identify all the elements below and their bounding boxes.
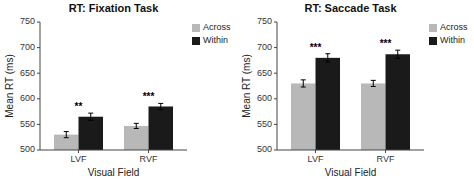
legend-label: Across <box>440 22 468 32</box>
bar <box>386 54 411 150</box>
annotation: *** <box>380 38 392 49</box>
error-bar <box>395 50 400 58</box>
y-tick-label: 750 <box>20 16 35 26</box>
y-tick-label: 750 <box>257 16 272 26</box>
panel: 500 550 600 650 700 750 LVF RVFVisual Field Mean… <box>241 2 468 181</box>
y-tick-label: 650 <box>257 68 272 78</box>
annotation: ** <box>75 101 83 112</box>
y-axis <box>40 22 41 150</box>
y-axis-label: Mean RT (ms) <box>4 54 15 118</box>
chart-root: 500550600650700750LVFRVFVisual FieldMean… <box>0 0 474 181</box>
y-tick <box>274 22 277 23</box>
y-tick-label: 700 <box>20 42 35 52</box>
y-tick <box>274 98 277 99</box>
x-tick-label: LVF <box>308 154 324 164</box>
legend-label: Within <box>440 35 465 45</box>
y-tick-label: 600 <box>20 93 35 103</box>
legend: Across Within <box>429 22 468 45</box>
x-tick <box>385 150 386 153</box>
x-axis <box>277 150 424 151</box>
error-bar <box>158 103 163 109</box>
y-tick <box>37 124 40 125</box>
x-tick <box>78 150 79 153</box>
legend-swatch <box>429 24 437 32</box>
y-tick <box>37 73 40 74</box>
legend-swatch <box>429 37 437 45</box>
bar <box>291 83 316 150</box>
y-tick-label: 500 <box>257 144 272 154</box>
bar <box>361 83 386 150</box>
y-tick <box>274 47 277 48</box>
annotation: *** <box>310 42 322 53</box>
y-tick <box>37 22 40 23</box>
y-tick <box>37 47 40 48</box>
plot-marks <box>291 50 410 150</box>
x-tick-label: LVF <box>71 154 87 164</box>
y-tick <box>274 124 277 125</box>
y-tick-label: 550 <box>257 119 272 129</box>
legend-label: Across <box>203 22 231 32</box>
legend-swatch <box>192 37 200 45</box>
bar <box>316 58 341 150</box>
y-tick-label: 600 <box>257 93 272 103</box>
y-tick-label: 500 <box>20 144 35 154</box>
y-tick-label: 550 <box>20 119 35 129</box>
y-axis-label: Mean RT (ms) <box>241 54 252 118</box>
error-bar <box>134 123 139 128</box>
y-tick-label: 650 <box>20 68 35 78</box>
y-axis <box>277 22 278 150</box>
error-bar <box>301 80 306 87</box>
error-bar <box>325 54 330 62</box>
error-bar <box>88 113 93 120</box>
error-bar <box>64 132 69 138</box>
y-tick-label: 700 <box>257 42 272 52</box>
bar <box>79 117 104 150</box>
legend-label: Within <box>203 35 228 45</box>
title: RT: Fixation Task <box>69 2 160 14</box>
bar <box>124 126 149 150</box>
annotation: *** <box>143 91 155 102</box>
x-tick-label: RVF <box>377 154 395 164</box>
x-axis-label: Visual Field <box>325 167 377 178</box>
y-tick <box>274 73 277 74</box>
x-axis-label: Visual Field <box>88 167 140 178</box>
error-bar <box>371 80 376 86</box>
x-tick <box>315 150 316 153</box>
plot-marks <box>54 103 173 150</box>
y-tick <box>274 150 277 151</box>
x-axis <box>40 150 187 151</box>
legend-swatch <box>192 24 200 32</box>
bar <box>149 106 174 150</box>
x-tick-label: RVF <box>140 154 158 164</box>
legend: Across Within <box>192 22 231 45</box>
x-tick <box>148 150 149 153</box>
y-tick <box>37 150 40 151</box>
panel: 500 550 600 650 700 750 LVF RVFVisual Field Mean… <box>4 2 231 181</box>
y-tick <box>37 98 40 99</box>
title: RT: Saccade Task <box>304 2 397 14</box>
